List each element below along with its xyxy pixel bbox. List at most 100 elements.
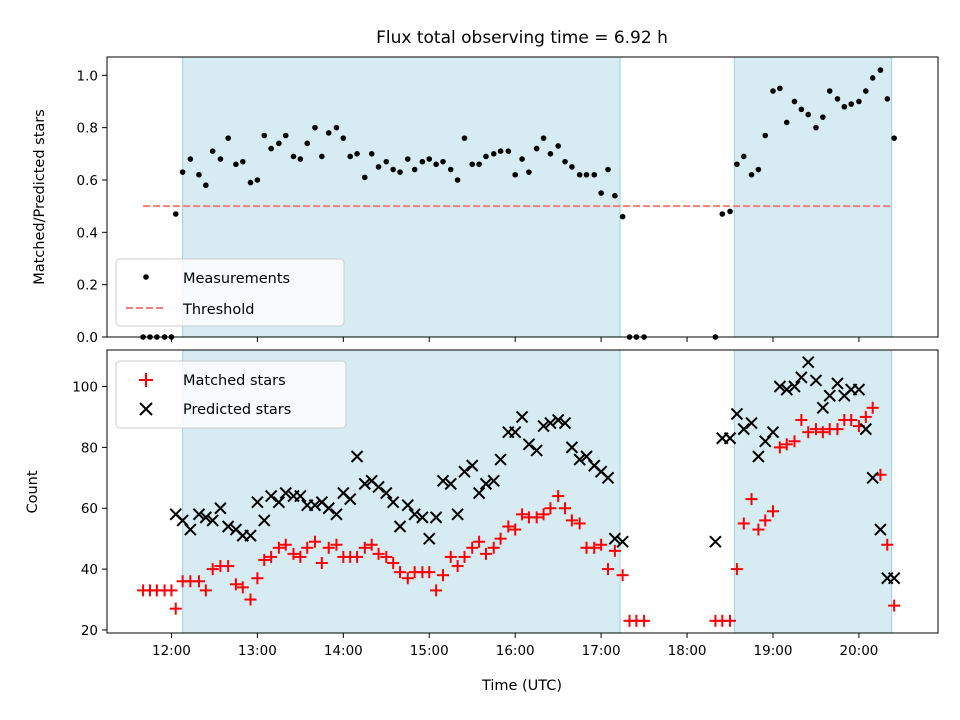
measurement-point [555, 143, 561, 149]
predicted-star-point [487, 474, 500, 488]
measurement-point [569, 164, 575, 170]
measurement-point [619, 213, 626, 220]
measurement-point [282, 132, 289, 139]
matched-star-point [322, 541, 335, 554]
predicted-star-point [372, 480, 385, 494]
measurement-point [469, 161, 476, 168]
measurement-point [562, 158, 568, 165]
matched-star-point [509, 523, 522, 536]
predicted-star-point [859, 422, 873, 436]
matched-star-point [881, 538, 894, 551]
predicted-star-point [544, 416, 557, 430]
measurement-point [519, 156, 525, 162]
matched-star-point [458, 550, 471, 563]
measurement-point [891, 135, 897, 141]
predicted-star-point [494, 453, 507, 466]
top-axis-ticks: 0.0 0.2 0.4 0.6 0.8 1.0 [77, 68, 860, 346]
predicted-star-point [258, 514, 271, 527]
measurement-point [419, 158, 426, 165]
measurement-point [869, 75, 876, 81]
measurement-point [440, 158, 446, 165]
measurement-point [826, 88, 833, 94]
measurement-point [196, 171, 202, 178]
predicted-star-point [214, 502, 227, 515]
measurement-point [884, 96, 891, 102]
bottom-shaded-interval [734, 350, 892, 633]
measurement-point [783, 119, 790, 126]
predicted-star-point [466, 459, 479, 472]
measurement-point [770, 88, 776, 94]
predicted-star-point [788, 380, 801, 393]
measurement-point [526, 169, 532, 175]
matched-star-point [222, 560, 235, 573]
matched-star-point [831, 423, 844, 436]
measurement-point [354, 151, 360, 157]
measurement-point [805, 111, 812, 118]
x-tick-label: 18:00 [668, 643, 707, 659]
measurement-point [476, 161, 482, 168]
top-panel: 0.0 0.2 0.4 0.6 0.8 1.0 Flux total observing … [32, 28, 939, 346]
top-legend: Measurements Threshold [115, 258, 345, 327]
matched-star-point [802, 426, 815, 439]
measurement-point [397, 169, 403, 175]
x-tick-label: 13:00 [238, 643, 277, 659]
matched-star-point [616, 569, 629, 582]
matched-star-point [365, 538, 378, 551]
legend-matched-label: Matched stars [183, 373, 286, 389]
matched-star-point [788, 435, 801, 448]
matched-star-point [516, 508, 529, 521]
legend-matched-marker [139, 373, 153, 387]
matched-star-point [251, 572, 264, 585]
measurement-point [583, 171, 590, 178]
measurement-point [411, 166, 418, 173]
measurement-point [312, 124, 318, 131]
measurement-point [362, 174, 368, 181]
measurement-point [813, 124, 819, 131]
measurement-point [390, 166, 396, 173]
measurement-point [325, 130, 332, 136]
predicted-star-point [831, 377, 844, 390]
bottom-y-tick-label: 80 [81, 440, 98, 456]
matched-star-point [401, 572, 414, 585]
matched-star-point [552, 490, 565, 503]
matched-star-point [809, 423, 822, 436]
predicted-star-point [887, 572, 901, 585]
matched-star-point [573, 517, 586, 530]
measurement-point [547, 151, 554, 157]
predicted-star-point [416, 511, 429, 524]
measurement-point [490, 151, 497, 157]
matched-star-point [565, 514, 578, 527]
matched-star-point [265, 550, 278, 563]
measurement-point [375, 164, 382, 170]
predicted-star-point [616, 535, 629, 548]
matched-star-point [258, 553, 271, 566]
predicted-star-point [343, 492, 357, 506]
predicted-star-point [330, 508, 343, 521]
top-axes-frame [106, 56, 939, 338]
measurement-point [172, 211, 179, 217]
x-tick-label: 14:00 [324, 643, 363, 659]
measurement-point [483, 153, 489, 160]
predicted-star-point [537, 419, 550, 433]
measurement-point [426, 156, 433, 162]
measurement-point [340, 135, 347, 141]
measurement-point [820, 114, 826, 120]
legend-predicted-label: Predicted stars [183, 402, 291, 418]
matched-star-point [530, 511, 543, 524]
predicted-star-point [573, 453, 586, 466]
bottom-y-axis-label: Count [25, 470, 41, 513]
predicted-star-point [522, 438, 536, 451]
predicted-star-point [308, 498, 322, 512]
matched-star-point [430, 584, 443, 597]
matched-star-point [724, 614, 737, 627]
matched-star-point [537, 508, 550, 521]
matched-star-point [494, 532, 507, 545]
top-y-tick-label: 1.0 [77, 68, 98, 84]
matched-star-point [737, 517, 750, 530]
measurement-point [239, 158, 246, 165]
matched-star-point [451, 560, 464, 573]
x-tick-label: 15:00 [410, 643, 449, 659]
measurement-point [383, 158, 390, 165]
bottom-legend-box [115, 360, 347, 429]
